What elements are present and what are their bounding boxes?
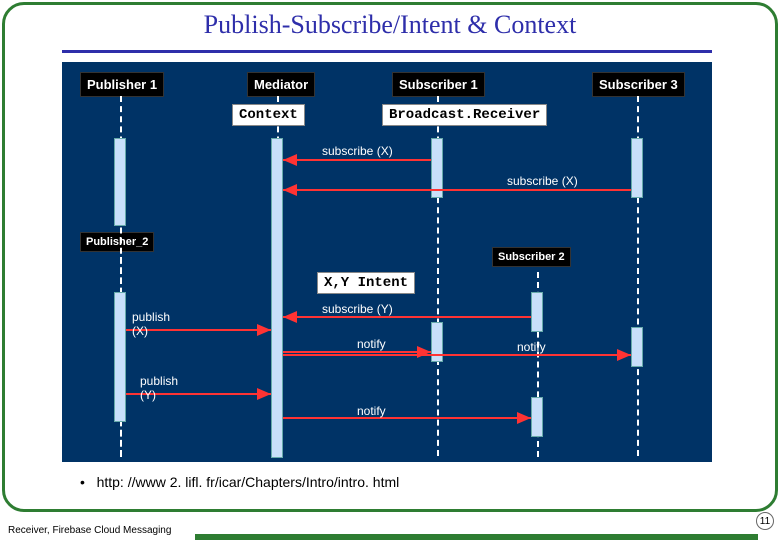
overlay-intent: X,Y Intent — [317, 272, 415, 294]
msg-label: subscribe (Y) — [322, 302, 393, 316]
msg-label: publish(X) — [132, 310, 192, 338]
overlay-context: Context — [232, 104, 305, 126]
page-number: 11 — [756, 512, 774, 530]
footer-bar — [195, 534, 758, 540]
bullet-url: • http: //www 2. lifl. fr/icar/Chapters/… — [80, 474, 399, 490]
overlay-broadcast-receiver: Broadcast.Receiver — [382, 104, 547, 126]
msg-label: notify — [357, 337, 386, 351]
title-underline — [62, 50, 712, 53]
page-title: Publish-Subscribe/Intent & Context — [0, 10, 780, 40]
footer-text: Receiver, Firebase Cloud Messaging — [8, 525, 171, 536]
msg-label: notify — [357, 404, 386, 418]
msg-label: notify — [517, 340, 546, 354]
bullet-url-text: http: //www 2. lifl. fr/icar/Chapters/In… — [97, 474, 400, 490]
sequence-diagram: Publisher 1 Mediator Subscriber 1 Subscr… — [62, 62, 712, 462]
msg-label: publish(Y) — [140, 374, 200, 402]
msg-label: subscribe (X) — [507, 174, 578, 188]
msg-label: subscribe (X) — [322, 144, 393, 158]
